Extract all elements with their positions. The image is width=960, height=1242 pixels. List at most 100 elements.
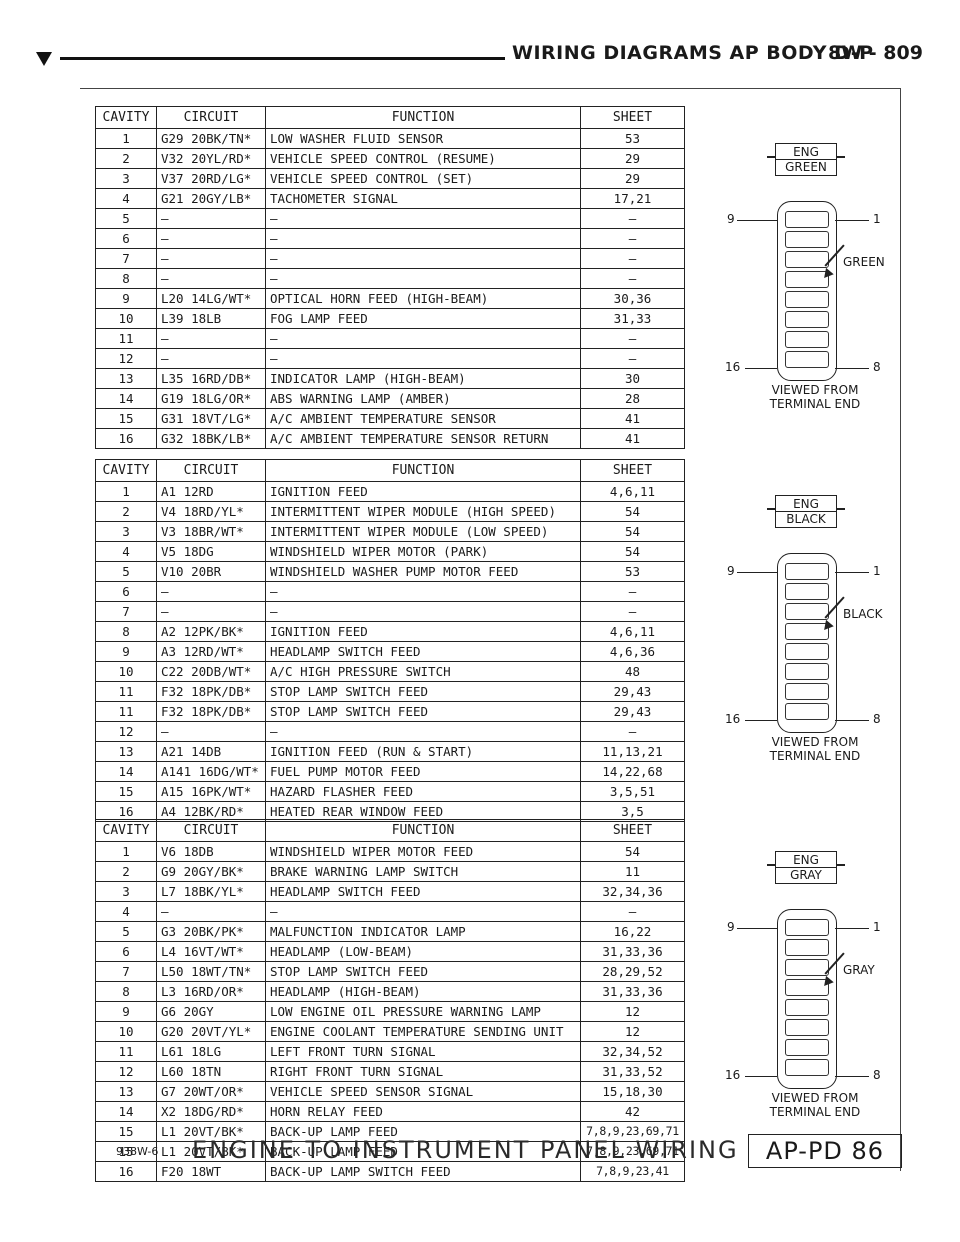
cavity-cell: 5: [95, 208, 157, 229]
connector-tag-bottom: GRAY: [776, 867, 836, 882]
table-row: 5 V10 20BR WINDSHIELD WASHER PUMP MOTOR FE…: [95, 561, 685, 582]
page-number: 8W - 809: [828, 42, 923, 64]
view-note-line2: TERMINAL END: [769, 1105, 861, 1119]
cavity-cell: 8: [95, 621, 157, 642]
connector-tag-bottom: BLACK: [776, 511, 836, 526]
sheet-cell: 54: [580, 501, 685, 522]
sheet-cell: 29: [580, 168, 685, 189]
cavity-cell: 10: [95, 1021, 157, 1042]
terminal-cavity: [785, 563, 829, 580]
function-cell: ENGINE COOLANT TEMPERATURE SENDING UNIT: [265, 1021, 581, 1042]
tag-tick: [837, 156, 845, 158]
sheet-cell: 32,34,52: [580, 1041, 685, 1062]
sheet-cell: 31,33,52: [580, 1061, 685, 1082]
circuit-cell: G6 20GY: [156, 1001, 266, 1022]
column-header-cavity: CAVITY: [95, 106, 157, 129]
terminal-cavity: [785, 351, 829, 368]
cavity-cell: 2: [95, 501, 157, 522]
pin-lead: [835, 928, 869, 929]
sheet-cell: 31,33,36: [580, 981, 685, 1002]
view-note-line1: VIEWED FROM: [771, 383, 859, 397]
cavity-cell: 9: [95, 641, 157, 662]
pin-label: 16: [725, 712, 741, 726]
pin-label: 9: [727, 920, 735, 934]
circuit-cell: A141 16DG/WT*: [156, 761, 266, 782]
cavity-cell: 6: [95, 581, 157, 602]
sheet-cell: 11: [580, 861, 685, 882]
circuit-cell: L4 16VT/WT*: [156, 941, 266, 962]
cavity-cell: 2: [95, 861, 157, 882]
circuit-cell: G31 18VT/LG*: [156, 408, 266, 429]
circuit-cell: G21 20GY/LB*: [156, 188, 266, 209]
table-row: 15 L1 20VT/BK* BACK-UP LAMP FEED 7,8,9,23,6…: [95, 1121, 685, 1142]
column-header-cavity: CAVITY: [95, 459, 157, 482]
sheet-cell: 14,22,68: [580, 761, 685, 782]
connector-tag-bottom: GREEN: [776, 159, 836, 174]
view-note: VIEWED FROM TERMINAL END: [725, 1091, 905, 1119]
circuit-cell: —: [156, 228, 266, 249]
pin-lead: [835, 1076, 869, 1077]
cavity-cell: 6: [95, 941, 157, 962]
view-note-line2: TERMINAL END: [769, 397, 861, 411]
terminal-cavity: [785, 919, 829, 936]
circuit-cell: L61 18LG: [156, 1041, 266, 1062]
table-row: 1 V6 18DB WINDSHIELD WIPER MOTOR FEED 54: [95, 841, 685, 862]
sheet-cell: —: [580, 248, 685, 269]
function-cell: STOP LAMP SWITCH FEED: [265, 701, 581, 722]
cavity-cell: 12: [95, 348, 157, 369]
sheet-cell: 54: [580, 521, 685, 542]
sheet-cell: 30,36: [580, 288, 685, 309]
sheet-cell: 7,8,9,23,69,71: [580, 1141, 685, 1162]
function-cell: STOP LAMP SWITCH FEED: [265, 681, 581, 702]
column-header-circuit: CIRCUIT: [156, 459, 266, 482]
cavity-cell: 16: [95, 1161, 157, 1182]
function-cell: WINDSHIELD WIPER MOTOR (PARK): [265, 541, 581, 562]
table-row: 1 A1 12RD IGNITION FEED 4,6,11: [95, 481, 685, 502]
pin-lead: [745, 720, 777, 721]
sheet-cell: 54: [580, 541, 685, 562]
circuit-cell: —: [156, 721, 266, 742]
circuit-cell: L35 16RD/DB*: [156, 368, 266, 389]
sheet-cell: —: [580, 268, 685, 289]
pin-lead: [835, 220, 869, 221]
view-note: VIEWED FROM TERMINAL END: [725, 383, 905, 411]
function-cell: —: [265, 581, 581, 602]
table-row: 8— — —: [95, 268, 685, 289]
connector-table-gray: CAVITY CIRCUIT FUNCTION SHEET 1 V6 18DB WINDSH…: [95, 819, 685, 1182]
sheet-cell: 7,8,9,23,41: [580, 1161, 685, 1182]
pin-lead: [745, 1076, 777, 1077]
cavity-cell: 16: [95, 428, 157, 449]
cavity-cell: 14: [95, 388, 157, 409]
cavity-cell: 5: [95, 561, 157, 582]
function-cell: LEFT FRONT TURN SIGNAL: [265, 1041, 581, 1062]
sheet-cell: 48: [580, 661, 685, 682]
terminal-cavity: [785, 583, 829, 600]
circuit-cell: —: [156, 601, 266, 622]
table-row: 11 F32 18PK/DB* STOP LAMP SWITCH FEED 29,43: [95, 681, 685, 702]
table-row: 4— — —: [95, 901, 685, 922]
circuit-cell: F32 18PK/DB*: [156, 681, 266, 702]
pin-lead: [745, 368, 777, 369]
circuit-cell: V10 20BR: [156, 561, 266, 582]
connector-tag: ENG GRAY: [775, 851, 837, 884]
terminal-cavity: [785, 331, 829, 348]
table-row: 10 C22 20DB/WT* A/C HIGH PRESSURE SWITCH 48: [95, 661, 685, 682]
pin-label: 1: [873, 920, 881, 934]
table-row: 7— — —: [95, 248, 685, 269]
diagram-caption: ENGINE TO INSTRUMENT PANEL WIRING: [192, 1136, 739, 1164]
table-row: 9 G6 20GY LOW ENGINE OIL PRESSURE WARNING …: [95, 1001, 685, 1022]
tag-tick: [767, 508, 775, 510]
sheet-cell: 17,21: [580, 188, 685, 209]
sheet-cell: 30: [580, 368, 685, 389]
connector-tag-top: ENG: [793, 853, 819, 867]
terminal-cavity: [785, 683, 829, 700]
diagram-id-box: AP-PD 86: [748, 1134, 902, 1168]
function-cell: FUEL PUMP MOTOR FEED: [265, 761, 581, 782]
circuit-cell: —: [156, 581, 266, 602]
cavity-cell: 9: [95, 1001, 157, 1022]
connector-diagram-black: ENG BLACK 9 1 16 8 BLACK VIEWED FROM TERMINAL EN…: [725, 495, 905, 763]
table-row: 12 L60 18TN RIGHT FRONT TURN SIGNAL 31,33,5…: [95, 1061, 685, 1082]
table-row: 3 L7 18BK/YL* HEADLAMP SWITCH FEED 32,34,36: [95, 881, 685, 902]
header-rule: [60, 57, 505, 60]
connector-color-label: GRAY: [843, 963, 875, 977]
